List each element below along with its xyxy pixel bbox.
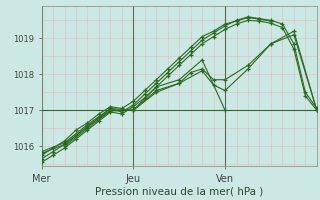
X-axis label: Pression niveau de la mer( hPa ): Pression niveau de la mer( hPa ): [95, 186, 263, 196]
